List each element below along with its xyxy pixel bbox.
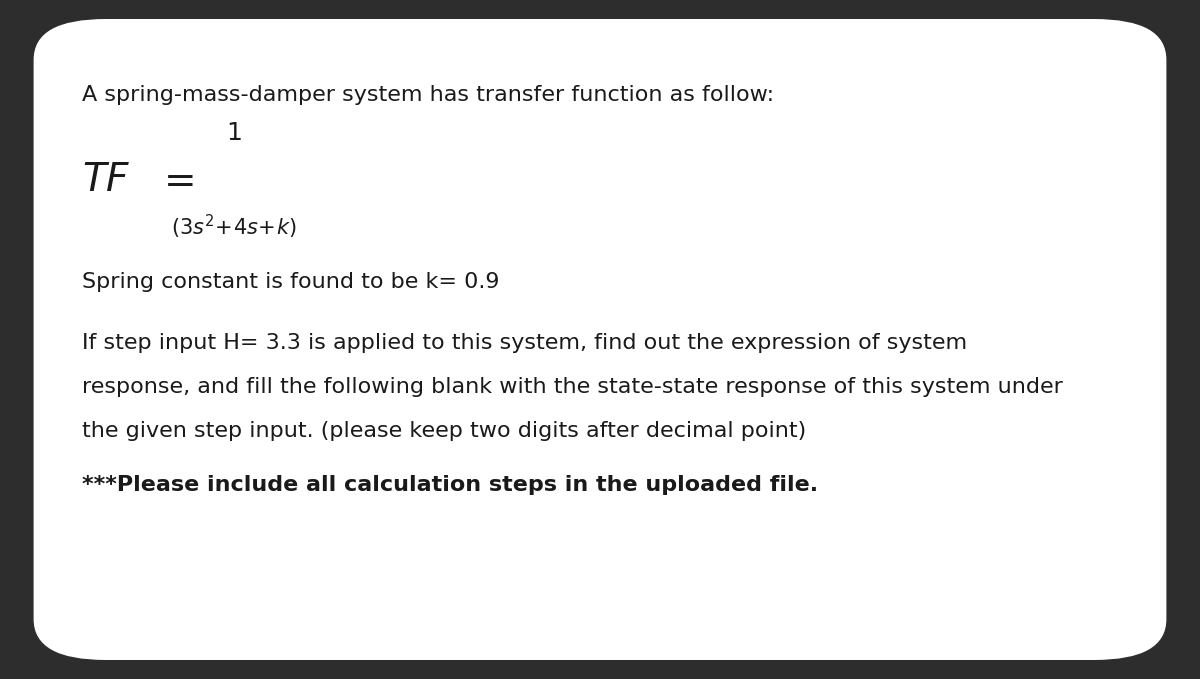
Text: 1: 1 [226, 121, 242, 145]
Text: the given step input. (please keep two digits after decimal point): the given step input. (please keep two d… [82, 421, 806, 441]
Text: Spring constant is found to be k= 0.9: Spring constant is found to be k= 0.9 [82, 272, 499, 291]
Text: If step input H= 3.3 is applied to this system, find out the expression of syste: If step input H= 3.3 is applied to this … [82, 333, 967, 352]
Text: $(3s^2\!+\!4s\!+\!k)$: $(3s^2\!+\!4s\!+\!k)$ [172, 213, 296, 241]
Text: response, and fill the following blank with the state-state response of this sys: response, and fill the following blank w… [82, 377, 1062, 397]
Text: $\mathit{TF}$: $\mathit{TF}$ [82, 161, 130, 199]
Text: A spring-mass-damper system has transfer function as follow:: A spring-mass-damper system has transfer… [82, 85, 774, 105]
FancyBboxPatch shape [76, 535, 406, 623]
Text: ***Please include all calculation steps in the uploaded file.: ***Please include all calculation steps … [82, 475, 817, 495]
Text: $=$: $=$ [156, 161, 194, 199]
